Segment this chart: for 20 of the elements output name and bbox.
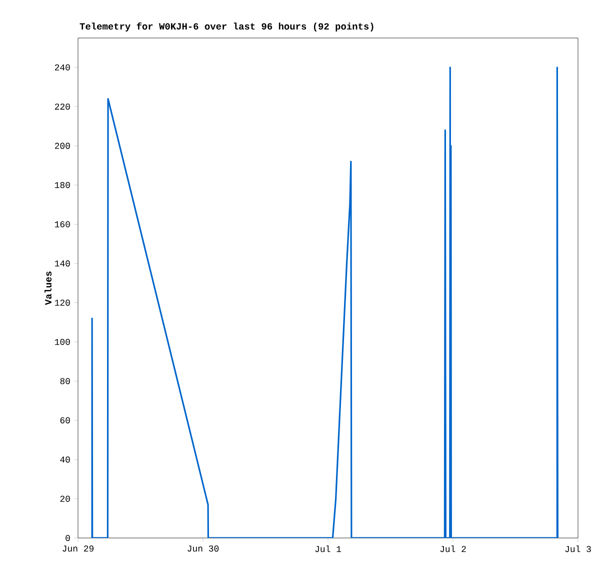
x-tick-label: Jun 29 [62, 546, 94, 552]
y-tick-label: 220 [54, 104, 70, 110]
y-tick-label: 140 [54, 260, 70, 267]
y-tick-label: 100 [54, 338, 70, 345]
y-tick-label: 240 [54, 64, 70, 70]
x-tick-label: Jul 1 [315, 546, 342, 552]
y-tick-label: 160 [54, 221, 70, 228]
y-tick-label: 20 [60, 496, 70, 502]
y-tick-label: 80 [60, 378, 70, 384]
y-axis-title: Values [44, 272, 52, 306]
x-tick-label: Jun 30 [188, 546, 219, 552]
y-tick-label: 60 [60, 417, 70, 424]
y-tick-label: 0 [66, 534, 70, 542]
y-tick-label: 40 [60, 456, 70, 463]
x-tick-label: Jul 3 [565, 546, 591, 552]
y-tick-label: 180 [54, 182, 70, 188]
chart-title: Telemetry for W0KJH-6 over last 96 hours (92 points) [80, 22, 374, 32]
x-tick-label: Jul 2 [440, 546, 466, 552]
y-tick-label: 200 [54, 142, 70, 149]
y-tick-label: 120 [54, 300, 70, 306]
